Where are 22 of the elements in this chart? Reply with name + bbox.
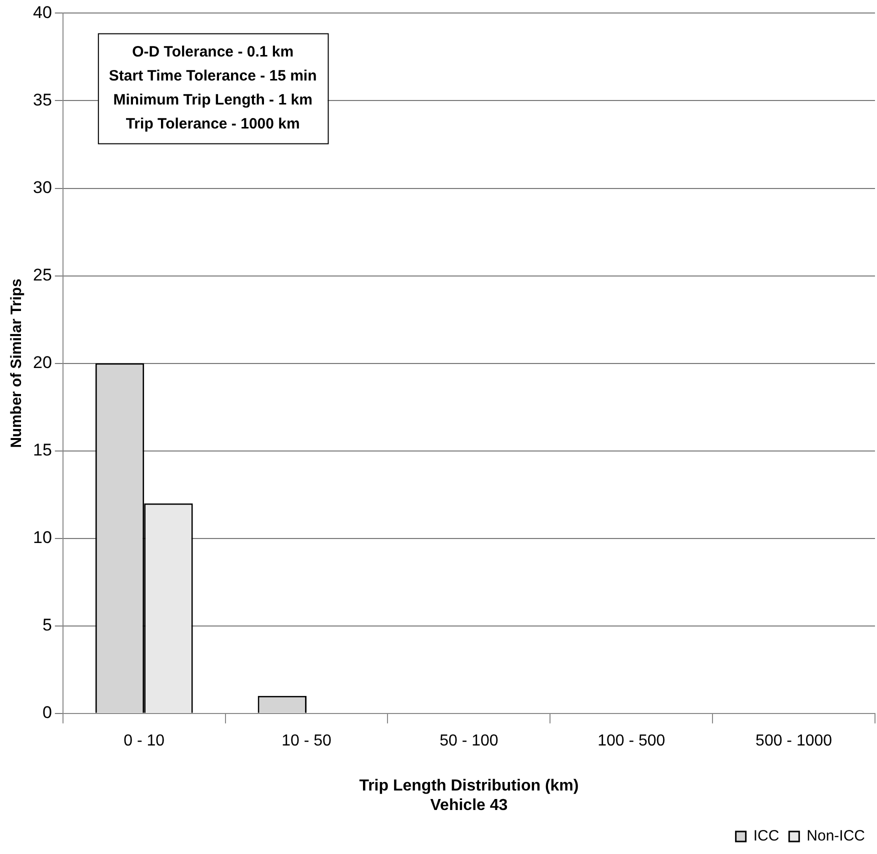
legend-label: ICC: [753, 828, 780, 845]
x-axis-title: Trip Length Distribution (km) Vehicle 43: [359, 778, 579, 814]
y-axis-title: Number of Similar Trips: [8, 278, 26, 448]
legend-label: Non-ICC: [806, 828, 866, 845]
y-tick-label: 5: [42, 616, 52, 635]
y-tick-label: 0: [42, 703, 52, 722]
y-tick-label: 25: [32, 265, 52, 284]
annotation: Minimum Trip Length - 1 km: [113, 91, 312, 108]
annotation: O-D Tolerance - 0.1 km: [132, 43, 294, 60]
annotation: Trip Tolerance - 1000 km: [126, 115, 300, 132]
y-tick-label: 40: [32, 2, 52, 22]
y-tick-label: 35: [32, 90, 52, 110]
y-tick-label: 15: [32, 440, 52, 460]
x-tick-label: 500 - 1000: [756, 732, 832, 750]
annotation: Start Time Tolerance - 15 min: [108, 67, 317, 84]
x-tick-label: 100 - 500: [598, 732, 666, 750]
y-tick-label: 20: [32, 352, 52, 372]
x-tick-label: 50 - 100: [440, 732, 498, 750]
y-tick-label: 30: [32, 178, 52, 197]
x-tick-label: 10 - 50: [282, 732, 332, 750]
x-tick-label: 0 - 10: [124, 732, 165, 750]
y-tick-label: 10: [32, 528, 52, 548]
